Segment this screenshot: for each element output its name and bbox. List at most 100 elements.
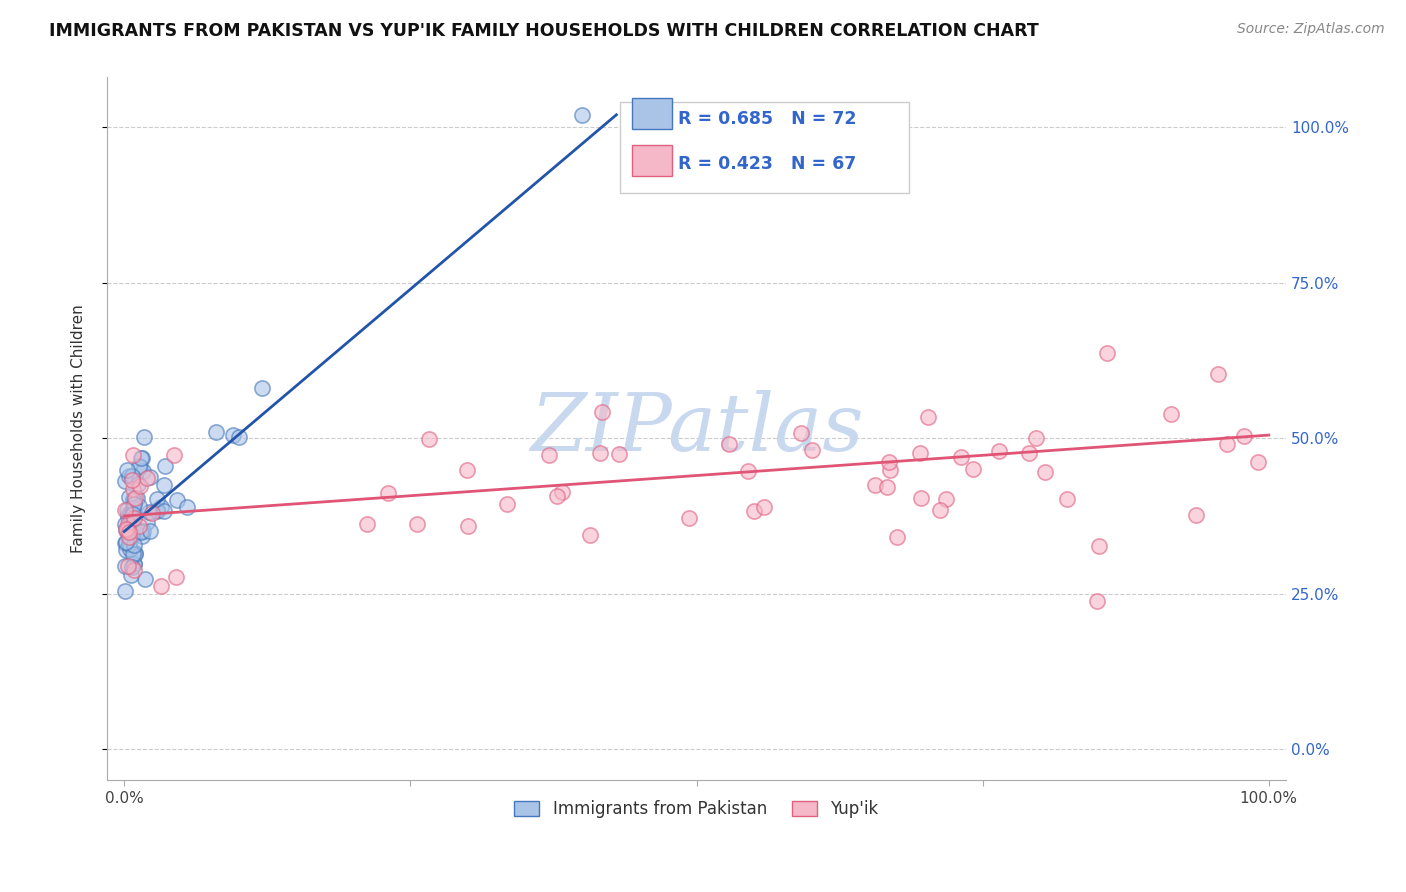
- Point: [121, 473, 143, 487]
- Point: [153, 504, 176, 518]
- Point: [122, 493, 145, 508]
- Point: [537, 449, 560, 463]
- Point: [910, 491, 932, 505]
- Y-axis label: Family Households with Children: Family Households with Children: [72, 304, 86, 553]
- Point: [117, 525, 139, 540]
- Point: [125, 491, 148, 506]
- Point: [607, 447, 630, 461]
- Point: [742, 503, 765, 517]
- Point: [114, 503, 136, 517]
- Point: [962, 461, 984, 475]
- Text: ZIPatlas: ZIPatlas: [530, 390, 863, 467]
- Point: [131, 451, 153, 466]
- Point: [118, 491, 141, 505]
- Point: [405, 516, 427, 531]
- Point: [1025, 431, 1047, 445]
- Point: [127, 476, 149, 491]
- Point: [117, 531, 139, 545]
- Point: [122, 508, 145, 522]
- Point: [114, 517, 136, 532]
- Point: [114, 536, 136, 550]
- Point: [149, 579, 172, 593]
- Point: [1085, 594, 1108, 608]
- Point: [1216, 437, 1239, 451]
- Point: [125, 526, 148, 541]
- Point: [1087, 539, 1109, 553]
- Point: [146, 504, 169, 518]
- Point: [134, 430, 156, 444]
- Point: [591, 405, 613, 419]
- Point: [1056, 491, 1078, 506]
- Point: [121, 469, 143, 483]
- Point: [752, 500, 775, 515]
- Point: [120, 568, 142, 582]
- Point: [122, 510, 145, 524]
- Point: [118, 537, 141, 551]
- Point: [117, 559, 139, 574]
- Point: [495, 497, 517, 511]
- Point: [120, 542, 142, 557]
- Point: [120, 519, 142, 533]
- Point: [550, 485, 572, 500]
- Point: [1033, 465, 1056, 479]
- Point: [124, 538, 146, 552]
- Point: [118, 469, 141, 483]
- Point: [120, 515, 142, 529]
- Point: [128, 460, 150, 475]
- Point: [124, 497, 146, 511]
- Point: [250, 382, 273, 396]
- Point: [987, 443, 1010, 458]
- Point: [589, 445, 612, 459]
- Point: [418, 433, 440, 447]
- Point: [150, 500, 173, 514]
- Point: [120, 507, 142, 521]
- Point: [115, 463, 138, 477]
- Point: [122, 557, 145, 571]
- Point: [571, 108, 593, 122]
- Point: [115, 535, 138, 549]
- Point: [717, 437, 740, 451]
- Point: [138, 524, 160, 538]
- Point: [737, 464, 759, 478]
- Point: [122, 558, 145, 572]
- Point: [578, 528, 600, 542]
- Point: [1247, 455, 1270, 469]
- Point: [141, 507, 163, 521]
- Point: [139, 469, 162, 483]
- Text: Source: ZipAtlas.com: Source: ZipAtlas.com: [1237, 22, 1385, 37]
- Point: [457, 518, 479, 533]
- Point: [115, 523, 138, 537]
- Point: [128, 459, 150, 474]
- Point: [121, 508, 143, 522]
- Point: [163, 448, 186, 462]
- Point: [128, 499, 150, 513]
- Point: [117, 503, 139, 517]
- Point: [124, 491, 146, 506]
- Point: [117, 517, 139, 532]
- Point: [790, 426, 813, 441]
- Point: [135, 515, 157, 529]
- Point: [115, 543, 138, 558]
- Point: [204, 425, 226, 439]
- Point: [124, 546, 146, 560]
- Point: [886, 530, 908, 544]
- Point: [1160, 407, 1182, 421]
- Point: [377, 486, 399, 500]
- Point: [356, 517, 378, 532]
- Point: [122, 562, 145, 576]
- Point: [122, 448, 145, 462]
- Point: [800, 443, 823, 458]
- Legend: Immigrants from Pakistan, Yup'ik: Immigrants from Pakistan, Yup'ik: [508, 793, 886, 825]
- Point: [876, 480, 898, 494]
- Point: [1208, 367, 1230, 381]
- Point: [879, 463, 901, 477]
- Point: [456, 463, 478, 477]
- Point: [176, 500, 198, 515]
- Point: [546, 489, 568, 503]
- Point: [935, 491, 957, 506]
- Point: [114, 584, 136, 599]
- Point: [222, 428, 245, 442]
- Point: [132, 464, 155, 478]
- Point: [1233, 428, 1256, 442]
- Point: [117, 508, 139, 522]
